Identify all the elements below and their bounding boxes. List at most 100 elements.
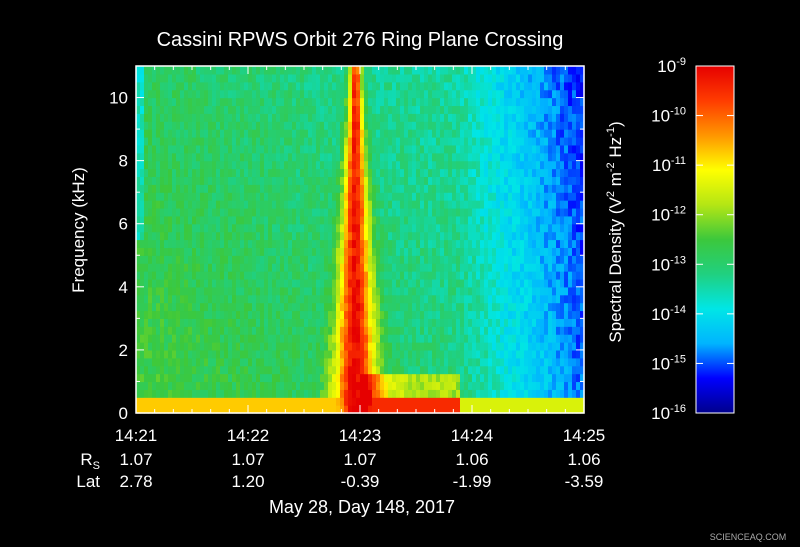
heatmap-cell bbox=[512, 381, 517, 390]
heatmap-cell bbox=[536, 263, 541, 272]
heatmap-cell bbox=[580, 381, 585, 390]
heatmap-cell bbox=[140, 192, 145, 201]
heatmap-cell bbox=[388, 81, 393, 91]
heatmap-cell bbox=[332, 66, 337, 75]
heatmap-cell bbox=[200, 318, 205, 327]
heatmap-cell bbox=[336, 373, 341, 383]
heatmap-cell bbox=[408, 176, 413, 185]
heatmap-cell bbox=[360, 223, 365, 233]
heatmap-cell bbox=[548, 397, 553, 406]
heatmap-cell bbox=[192, 136, 197, 146]
heatmap-cell bbox=[376, 129, 381, 138]
heatmap-cell bbox=[336, 168, 341, 178]
heatmap-cell bbox=[400, 89, 405, 99]
heatmap-cell bbox=[552, 200, 557, 209]
heatmap-cell bbox=[300, 397, 305, 406]
heatmap-cell bbox=[308, 81, 313, 91]
heatmap-cell bbox=[184, 223, 189, 233]
heatmap-cell bbox=[336, 176, 341, 185]
heatmap-cell bbox=[576, 81, 581, 91]
heatmap-cell bbox=[192, 286, 197, 296]
heatmap-cell bbox=[340, 334, 345, 343]
heatmap-cell bbox=[288, 239, 293, 248]
heatmap-cell bbox=[328, 318, 333, 327]
heatmap-cell bbox=[256, 239, 261, 248]
heatmap-cell bbox=[492, 302, 497, 312]
heatmap-cell bbox=[180, 381, 185, 390]
heatmap-cell bbox=[460, 342, 465, 351]
heatmap-cell bbox=[444, 223, 449, 233]
heatmap-cell bbox=[164, 97, 169, 107]
heatmap-cell bbox=[532, 286, 537, 296]
heatmap-cell bbox=[576, 318, 581, 327]
heatmap-cell bbox=[328, 121, 333, 130]
heatmap-cell bbox=[500, 129, 505, 138]
heatmap-cell bbox=[152, 231, 157, 241]
heatmap-cell bbox=[200, 349, 205, 359]
heatmap-cell bbox=[444, 365, 449, 375]
heatmap-cell bbox=[256, 373, 261, 383]
heatmap-cell bbox=[236, 168, 241, 178]
heatmap-cell bbox=[484, 286, 489, 296]
heatmap-cell bbox=[400, 286, 405, 296]
heatmap-cell bbox=[524, 97, 529, 107]
heatmap-cell bbox=[180, 389, 185, 398]
heatmap-cell bbox=[320, 318, 325, 327]
heatmap-cell bbox=[532, 263, 537, 272]
heatmap-cell bbox=[532, 168, 537, 178]
heatmap-cell bbox=[404, 239, 409, 248]
heatmap-cell bbox=[140, 381, 145, 390]
heatmap-cell bbox=[152, 294, 157, 304]
heatmap-cell bbox=[236, 326, 241, 335]
heatmap-cell bbox=[268, 302, 273, 312]
heatmap-cell bbox=[324, 105, 329, 114]
heatmap-cell bbox=[472, 176, 477, 185]
heatmap-cell bbox=[556, 176, 561, 185]
heatmap-cell bbox=[288, 121, 293, 130]
heatmap-cell bbox=[428, 397, 433, 406]
heatmap-cell bbox=[308, 271, 313, 280]
heatmap-cell bbox=[240, 239, 245, 248]
heatmap-cell bbox=[256, 247, 261, 256]
heatmap-cell bbox=[152, 81, 157, 91]
heatmap-cell bbox=[496, 239, 501, 248]
heatmap-cell bbox=[576, 357, 581, 367]
heatmap-cell bbox=[492, 176, 497, 185]
heatmap-cell bbox=[168, 113, 173, 122]
heatmap-cell bbox=[336, 326, 341, 335]
heatmap-cell bbox=[136, 294, 141, 304]
heatmap-cell bbox=[540, 192, 545, 201]
heatmap-cell bbox=[156, 152, 161, 162]
heatmap-cell bbox=[460, 294, 465, 304]
heatmap-cell bbox=[420, 66, 425, 75]
heatmap-cell bbox=[348, 160, 353, 170]
heatmap-cell bbox=[532, 247, 537, 256]
heatmap-cell bbox=[572, 176, 577, 185]
heatmap-cell bbox=[268, 160, 273, 170]
heatmap-cell bbox=[572, 397, 577, 406]
heatmap-cell bbox=[488, 271, 493, 280]
heatmap-cell bbox=[420, 113, 425, 122]
heatmap-cell bbox=[508, 342, 513, 351]
heatmap-cell bbox=[524, 271, 529, 280]
heatmap-cell bbox=[372, 278, 377, 288]
heatmap-cell bbox=[288, 381, 293, 390]
heatmap-cell bbox=[164, 310, 169, 319]
heatmap-cell bbox=[388, 302, 393, 312]
heatmap-cell bbox=[380, 152, 385, 162]
heatmap-cell bbox=[136, 239, 141, 248]
heatmap-cell bbox=[324, 160, 329, 170]
heatmap-cell bbox=[548, 160, 553, 170]
heatmap-cell bbox=[156, 397, 161, 406]
heatmap-cell bbox=[300, 278, 305, 288]
heatmap-cell bbox=[544, 160, 549, 170]
heatmap-cell bbox=[176, 66, 181, 75]
heatmap-cell bbox=[176, 326, 181, 335]
heatmap-cell bbox=[260, 349, 265, 359]
heatmap-cell bbox=[232, 349, 237, 359]
heatmap-cell bbox=[244, 200, 249, 209]
heatmap-cell bbox=[396, 263, 401, 272]
heatmap-cell bbox=[396, 397, 401, 406]
heatmap-cell bbox=[180, 144, 185, 154]
heatmap-cell bbox=[568, 136, 573, 146]
